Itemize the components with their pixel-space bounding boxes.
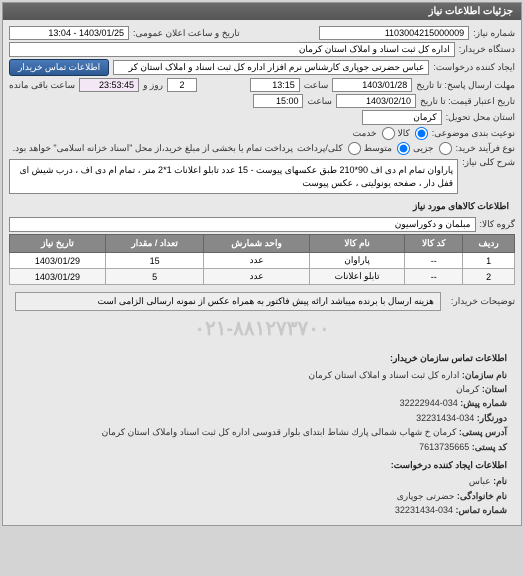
val-province: کرمان (456, 384, 479, 394)
cell: عدد (204, 253, 309, 269)
lbl-name: نام: (493, 476, 507, 486)
lbl-contact-num: شماره تماس: (456, 505, 507, 515)
cell: 5 (105, 269, 203, 285)
label-buyer: دستگاه خریدار: (459, 44, 515, 55)
th-qty: تعداد / مقدار (105, 235, 203, 253)
val-name: عباس (469, 476, 491, 486)
label-full: کلی/پرداخت (297, 143, 343, 154)
th-name: نام کالا (309, 235, 404, 253)
table-row: 1 -- پاراوان عدد 15 1403/01/29 (10, 253, 515, 269)
value-province: کرمان (362, 110, 442, 125)
cell: پاراوان (309, 253, 404, 269)
th-row: ردیف (463, 235, 515, 253)
th-code: کد کالا (405, 235, 463, 253)
radio-medium[interactable] (397, 142, 410, 155)
cell: عدد (204, 269, 309, 285)
label-supply-type: نوعیت بندی موضوعی: (432, 128, 515, 139)
label-buyer-notes: توضیحات خریدار: (451, 296, 515, 307)
partial-payment-note: پرداخت تمام یا بخشی از مبلغ خرید،از محل … (9, 143, 293, 154)
th-unit: واحد شمارش (204, 235, 309, 253)
form-body: شماره نیاز: 1103004215000009 تاریخ و ساع… (3, 20, 521, 525)
radio-partial[interactable] (439, 142, 452, 155)
cell: تابلو اعلانات (309, 269, 404, 285)
value-deadline-time: 13:15 (250, 78, 300, 92)
buyer-notes-box: هزینه ارسال با برنده میباشد ارائه پیش فا… (15, 292, 441, 311)
lbl-province: استان: (482, 384, 507, 394)
radio-full[interactable] (348, 142, 361, 155)
cell: -- (405, 269, 463, 285)
table-row: 2 -- تابلو اعلانات عدد 5 1403/01/29 (10, 269, 515, 285)
value-requester: عباس حضرتی جوپاری کارشناس نرم افزار ادار… (113, 60, 429, 75)
val-org-name: اداره کل ثبت اسناد و املاک استان کرمان (308, 370, 459, 380)
value-datetime: 1403/01/25 - 13:04 (9, 26, 129, 40)
panel-title: جزئیات اطلاعات نیاز (3, 3, 521, 20)
label-buy-type: نوع فرآیند خرید: (456, 143, 516, 154)
value-goods-group: مبلمان و دکوراسیون (9, 217, 476, 232)
value-buyer: اداره کل ثبت اسناد و املاک استان کرمان (9, 42, 455, 57)
value-time-remain: 23:53:45 (79, 78, 139, 92)
th-date: تاریخ نیاز (10, 235, 106, 253)
value-days-remain: 2 (167, 78, 197, 92)
cell: 2 (463, 269, 515, 285)
main-panel: جزئیات اطلاعات نیاز شماره نیاز: 11030042… (2, 2, 522, 526)
label-day: روز و (143, 80, 163, 91)
label-service: خدمت (353, 128, 377, 139)
label-remain: ساعت باقی مانده (9, 80, 75, 91)
label-deadline: مهلت ارسال پاسخ: تا تاریخ (416, 80, 515, 91)
contact-creator-header: اطلاعات ایجاد کننده درخواست: (17, 458, 507, 472)
value-validity-time: 15:00 (253, 94, 303, 108)
val-fax: 034-32231434 (416, 413, 474, 423)
goods-table: ردیف کد کالا نام کالا واحد شمارش تعداد /… (9, 234, 515, 285)
cell: 1403/01/29 (10, 269, 106, 285)
val-contact-num: 034-32231434 (395, 505, 453, 515)
radio-goods[interactable] (415, 127, 428, 140)
label-delivery: استان محل تحویل: (446, 112, 515, 123)
val-postal: 7613735665 (419, 442, 469, 452)
cell: -- (405, 253, 463, 269)
buy-type-group: جزیی متوسط کلی/پرداخت (297, 142, 451, 155)
cell: 1 (463, 253, 515, 269)
lbl-org-name: نام سازمان: (462, 370, 507, 380)
label-serial: شماره نیاز: (473, 28, 515, 39)
label-requester: ایجاد کننده درخواست: (433, 62, 515, 73)
value-serial: 1103004215000009 (319, 26, 469, 40)
need-description: پاراوان تمام ام دی اف 90*210 طبق عکسهای … (9, 159, 458, 194)
watermark-phone: ۰۲۱-۸۸۱۲۷۳۷۰۰ (194, 318, 330, 340)
val-address: کرمان خ شهاب شمالی پارك نشاط ابتدای بلوا… (102, 427, 457, 437)
label-goods-group: گروه کالا: (480, 219, 515, 230)
table-header-row: ردیف کد کالا نام کالا واحد شمارش تعداد /… (10, 235, 515, 253)
radio-service[interactable] (382, 127, 395, 140)
contact-org-header: اطلاعات تماس سازمان خریدار: (17, 351, 507, 365)
lbl-address: آدرس پستی: (459, 427, 507, 437)
cell: 1403/01/29 (10, 253, 106, 269)
label-partial: جزیی (413, 143, 434, 154)
lbl-fax: دورنگار: (477, 413, 507, 423)
val-lastname: حضرتی جوپاری (397, 491, 455, 501)
buyer-info-button[interactable]: اطلاعات تماس خریدار (9, 59, 109, 76)
supply-type-group: کالا خدمت (353, 127, 428, 140)
cell: 15 (105, 253, 203, 269)
contact-section: اطلاعات تماس سازمان خریدار: نام سازمان: … (9, 343, 515, 521)
val-prefix: 034-32222944 (400, 398, 458, 408)
label-medium: متوسط (364, 143, 392, 154)
label-need-title: شرح کلی نیاز: (462, 157, 515, 168)
value-deadline-date: 1403/01/28 (332, 78, 412, 92)
label-validity: تاریخ اعتبار قیمت: تا تاریخ (420, 96, 515, 107)
goods-info-header: اطلاعات کالاهای مورد نیاز (9, 198, 515, 215)
label-datetime: تاریخ و ساعت اعلان عمومی: (133, 28, 240, 39)
label-goods: کالا (398, 128, 410, 139)
value-validity-date: 1403/02/10 (336, 94, 416, 108)
lbl-prefix: شماره پیش: (460, 398, 507, 408)
label-hour1: ساعت (304, 80, 329, 91)
lbl-postal: کد پستی: (472, 442, 507, 452)
lbl-lastname: نام خانوادگی: (457, 491, 507, 501)
label-hour2: ساعت (307, 96, 332, 107)
